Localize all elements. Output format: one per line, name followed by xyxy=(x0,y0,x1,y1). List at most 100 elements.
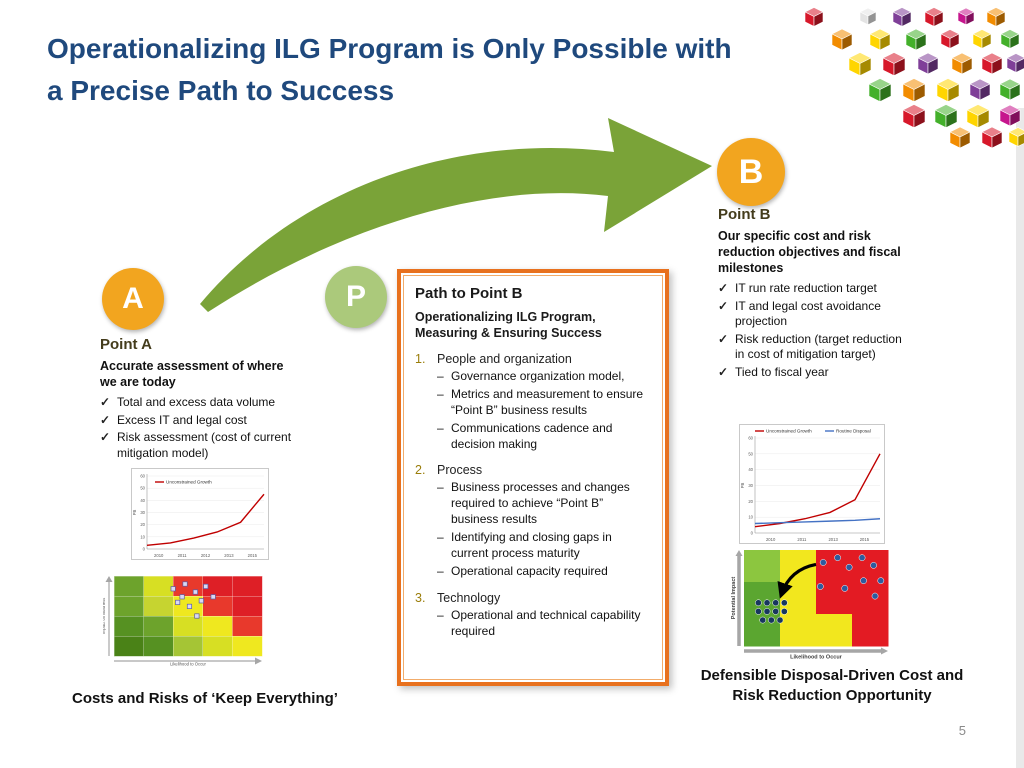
svg-text:60: 60 xyxy=(748,436,753,441)
dash-bullet: – xyxy=(437,608,444,623)
list-item: ✓ Tied to fiscal year xyxy=(718,365,912,381)
point-b-caption-line1: Defensible Disposal-Driven Cost and xyxy=(700,667,964,684)
cubes-decoration xyxy=(804,7,1024,149)
bullet-text: Risk assessment (cost of current mitigat… xyxy=(117,430,292,460)
svg-text:2015: 2015 xyxy=(860,537,870,542)
section-number: 3. xyxy=(415,591,426,606)
dash-bullet: – xyxy=(437,480,444,495)
svg-text:30: 30 xyxy=(748,483,753,488)
svg-text:Unconstrained Growth: Unconstrained Growth xyxy=(766,429,812,434)
section-title: People and organization xyxy=(437,351,572,366)
bullet-text: Risk reduction (target reduction in cost… xyxy=(735,331,902,362)
section-title: Technology xyxy=(437,591,501,606)
svg-text:10: 10 xyxy=(748,515,753,520)
svg-text:2010: 2010 xyxy=(154,553,164,558)
check-icon: ✓ xyxy=(718,364,729,379)
path-arrow xyxy=(200,118,712,312)
point-a-caption: Costs and Risks of ‘Keep Everything’ xyxy=(72,690,338,707)
dash-bullet: – xyxy=(437,421,444,436)
bullet-text: IT and legal cost avoidance projection xyxy=(735,298,881,329)
slide-title-line2: a Precise Path to Success xyxy=(47,75,395,106)
dash-bullet: – xyxy=(437,387,444,402)
item-text: Identifying and closing gaps in current … xyxy=(451,530,612,560)
point-a-risk-heatmap: Impact on Business Likelihood to Occur xyxy=(101,575,265,667)
path-section-process: 2. Process – Business processes and chan… xyxy=(415,463,651,580)
svg-text:0: 0 xyxy=(751,531,754,536)
slide-title: Operationalizing ILG Program is Only Pos… xyxy=(47,28,807,112)
section-number: 2. xyxy=(415,463,426,478)
path-badge: P xyxy=(325,266,387,328)
path-badge-letter: P xyxy=(345,280,366,313)
path-box-title: Path to Point B xyxy=(415,285,523,302)
item-text: Communications cadence and decision maki… xyxy=(451,421,613,451)
point-a-heading: Point A xyxy=(100,336,152,353)
dash-bullet: – xyxy=(437,368,444,383)
check-icon: ✓ xyxy=(718,281,729,295)
item-text: Operational capacity required xyxy=(451,564,608,579)
point-b-bullets: ✓ IT run rate reduction target ✓ IT and … xyxy=(718,281,912,381)
svg-text:2011: 2011 xyxy=(178,553,188,558)
list-item: – Metrics and measurement to ensure “Poi… xyxy=(437,387,651,418)
page-number: 5 xyxy=(958,723,966,738)
list-item: ✓ Excess IT and legal cost xyxy=(100,413,298,429)
svg-text:60: 60 xyxy=(140,474,145,479)
bullet-text: Tied to fiscal year xyxy=(735,364,829,379)
svg-text:2012: 2012 xyxy=(201,553,211,558)
point-a-block: Point A Accurate assessment of where we … xyxy=(100,336,298,463)
svg-text:2013: 2013 xyxy=(828,537,838,542)
list-item: – Operational and technical capability r… xyxy=(437,608,651,639)
bullet-text: Total and excess data volume xyxy=(117,395,276,409)
svg-text:Unconstrained Growth: Unconstrained Growth xyxy=(166,480,212,485)
list-item: ✓ Total and excess data volume xyxy=(100,395,298,411)
svg-text:2013: 2013 xyxy=(224,553,234,558)
svg-text:40: 40 xyxy=(748,467,753,472)
point-a-growth-chart: 0 10 20 30 40 50 60 2010 2011 2012 2013 2015 PB Uncon… xyxy=(131,468,269,560)
svg-text:10: 10 xyxy=(140,534,145,539)
check-icon: ✓ xyxy=(100,412,111,427)
path-section-people: 1. People and organization – Governance … xyxy=(415,352,651,453)
list-item: ✓ IT and legal cost avoidance projection xyxy=(718,299,912,330)
svg-text:40: 40 xyxy=(140,498,145,503)
svg-text:50: 50 xyxy=(140,486,145,491)
path-box-subtitle: Operationalizing ILG Program, Measuring … xyxy=(415,310,602,341)
point-b-heading: Point B xyxy=(718,206,771,223)
list-item: – Governance organization model, xyxy=(437,369,651,385)
list-item: – Operational capacity required xyxy=(437,564,651,580)
svg-text:2015: 2015 xyxy=(248,553,258,558)
list-item: ✓ Risk reduction (target reduction in co… xyxy=(718,332,912,363)
svg-text:30: 30 xyxy=(140,510,145,515)
svg-text:PB: PB xyxy=(132,510,137,516)
point-a-badge: A xyxy=(102,268,164,330)
item-text: Operational and technical capability req… xyxy=(451,608,641,638)
svg-text:50: 50 xyxy=(748,451,753,456)
right-edge-strip xyxy=(1016,108,1024,768)
svg-text:Routine Disposal: Routine Disposal xyxy=(836,429,871,434)
item-text: Metrics and measurement to ensure “Point… xyxy=(451,387,644,417)
list-item: – Communications cadence and decision ma… xyxy=(437,421,651,452)
item-text: Governance organization model, xyxy=(451,368,625,383)
dash-bullet: – xyxy=(437,564,444,579)
svg-text:Potential Impact: Potential Impact xyxy=(731,577,737,620)
item-text: Business processes and changes required … xyxy=(451,480,630,526)
check-icon: ✓ xyxy=(100,430,111,445)
check-icon: ✓ xyxy=(718,331,729,346)
section-number: 1. xyxy=(415,351,426,366)
list-item: – Identifying and closing gaps in curren… xyxy=(437,530,651,561)
bullet-text: IT run rate reduction target xyxy=(735,281,877,295)
bullet-text: Excess IT and legal cost xyxy=(117,412,247,427)
svg-text:Likelihood to Occur: Likelihood to Occur xyxy=(170,662,206,667)
section-title: Process xyxy=(437,463,483,478)
point-b-risk-heatmap: Potential Impact Likelihood to Occur xyxy=(730,548,890,661)
check-icon: ✓ xyxy=(100,395,111,409)
point-a-badge-letter: A xyxy=(122,282,144,315)
svg-text:Impact on Business: Impact on Business xyxy=(103,598,106,635)
svg-text:0: 0 xyxy=(143,547,146,552)
point-b-block: Point B Our specific cost and risk reduc… xyxy=(718,206,912,383)
point-b-badge: B xyxy=(717,138,785,206)
svg-text:20: 20 xyxy=(748,499,753,504)
point-b-caption: Defensible Disposal-Driven Cost and Risk… xyxy=(676,666,988,705)
svg-text:2010: 2010 xyxy=(766,537,776,542)
point-a-subheading: Accurate assessment of where we are toda… xyxy=(100,359,284,389)
check-icon: ✓ xyxy=(718,298,729,313)
